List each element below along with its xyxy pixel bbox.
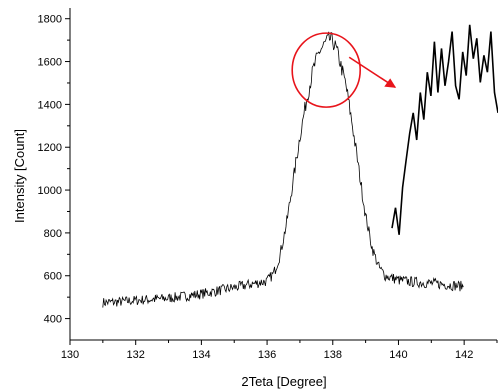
peak-highlight-circle — [291, 32, 362, 108]
y-tick-label: 1600 — [38, 57, 62, 69]
zoom-inset-line — [391, 24, 498, 235]
y-tick-label: 1000 — [38, 185, 62, 197]
x-tick-label: 130 — [61, 349, 79, 361]
x-tick-label: 140 — [389, 349, 407, 361]
y-tick-label: 1200 — [38, 142, 62, 154]
x-tick-label: 132 — [127, 349, 145, 361]
x-axis-title: 2Teta [Degree] — [241, 374, 326, 389]
zoom-arrow-head — [384, 78, 397, 88]
axes: 130 132 134 136 138 140 142 400 600 800 1000 1200 14… — [38, 8, 498, 361]
x-tick-label: 142 — [455, 349, 473, 361]
y-axis-title: Intensity [Count] — [12, 129, 27, 223]
marks — [102, 24, 498, 308]
x-tick-label: 138 — [324, 349, 342, 361]
x-tick-label: 134 — [192, 349, 210, 361]
y-tick-label: 1800 — [38, 14, 62, 26]
series-line — [102, 31, 464, 308]
y-tick-label: 600 — [44, 271, 62, 283]
y-tick-label: 400 — [44, 314, 62, 326]
y-tick-label: 800 — [44, 228, 62, 240]
y-tick-label: 1400 — [38, 99, 62, 111]
x-tick-label: 136 — [258, 349, 276, 361]
